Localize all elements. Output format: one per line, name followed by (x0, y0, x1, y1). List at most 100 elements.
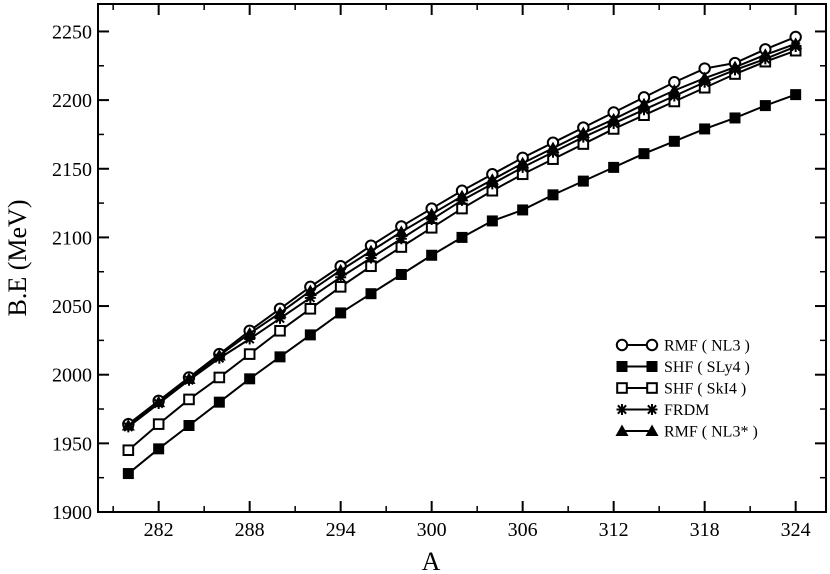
data-point (425, 207, 439, 220)
data-point (546, 141, 560, 154)
data-point-shape (546, 141, 560, 154)
data-point-shape (365, 252, 377, 264)
x-tick-label: 306 (508, 519, 538, 541)
data-point-shape (759, 100, 771, 112)
data-point (244, 333, 256, 345)
legend-marker-shape (616, 382, 628, 394)
data-point-shape (395, 233, 407, 245)
data-point-shape (213, 396, 225, 408)
data-point-shape (152, 395, 166, 408)
legend-marker-shape (645, 338, 659, 352)
data-point-shape (153, 443, 165, 455)
y-tick-label: 2050 (52, 296, 92, 318)
data-point (456, 231, 468, 243)
data-point-shape (547, 189, 559, 201)
data-point-shape (121, 419, 135, 431)
data-point (517, 204, 529, 216)
data-point (274, 324, 286, 337)
legend-label: SHF ( SLy4 ) (664, 359, 750, 376)
data-point-shape (182, 372, 196, 384)
data-point-shape (243, 327, 257, 339)
data-point-shape (425, 207, 439, 220)
data-point (334, 263, 348, 276)
plot-frame (97, 3, 827, 513)
x-axis-label: A (422, 547, 441, 574)
data-point (213, 396, 225, 408)
data-point-shape (183, 393, 195, 406)
data-point-shape (213, 371, 226, 384)
legend-marker-shape (615, 338, 629, 352)
data-point (516, 156, 530, 169)
data-point-shape (577, 175, 589, 187)
data-point-shape (607, 112, 621, 125)
data-point (699, 123, 711, 135)
data-point (455, 189, 469, 202)
data-point (728, 60, 742, 73)
data-point (607, 112, 621, 125)
legend-marker (616, 382, 628, 394)
data-point-shape (638, 148, 650, 160)
data-point-shape (274, 351, 286, 363)
data-point-shape (729, 112, 741, 124)
data-point-shape (334, 263, 348, 276)
data-point (547, 189, 559, 201)
legend-marker-shape (616, 404, 628, 415)
legend-label: SHF ( SkI4 ) (664, 381, 746, 398)
data-point (182, 372, 196, 384)
data-point (153, 443, 165, 455)
data-point (759, 100, 771, 112)
y-tick-label: 1900 (52, 502, 92, 524)
data-point-shape (517, 204, 529, 216)
series-1 (122, 89, 802, 480)
series-4 (121, 37, 803, 431)
data-point-shape (394, 225, 408, 237)
data-point (304, 292, 316, 304)
legend-marker (645, 424, 659, 436)
data-point-shape (274, 312, 286, 324)
data-point-shape (426, 214, 438, 226)
data-point-shape (698, 71, 712, 84)
data-point-shape (212, 348, 226, 361)
legend-marker (645, 338, 659, 352)
data-point (335, 271, 347, 283)
legend-entry: SHF ( SkI4 ) (616, 381, 746, 398)
data-point (698, 71, 712, 84)
data-point (394, 225, 408, 237)
y-tick-label: 2000 (52, 365, 92, 387)
data-point (152, 395, 166, 408)
y-axis-label: B.E (MeV) (3, 200, 32, 317)
legend-marker (646, 361, 658, 372)
data-point (667, 83, 681, 96)
data-point (668, 135, 680, 147)
data-point (668, 90, 680, 102)
legend-marker-shape (646, 361, 658, 372)
data-point (303, 284, 317, 296)
data-point-shape (456, 231, 468, 243)
data-point-shape (516, 156, 530, 169)
data-point-shape (668, 135, 680, 147)
data-point (577, 175, 589, 187)
data-point (274, 312, 286, 324)
data-point-shape (273, 306, 287, 318)
data-point (426, 214, 438, 226)
legend-label: RMF ( NL3 ) (664, 338, 750, 355)
data-point-shape (576, 126, 590, 139)
legend-entry: RMF ( NL3 ) (615, 338, 750, 355)
data-point (334, 281, 347, 293)
data-point-shape (183, 420, 195, 432)
data-point-shape (303, 284, 317, 296)
data-point (273, 306, 287, 318)
y-tick-label: 2250 (52, 21, 92, 43)
data-point-shape (790, 89, 802, 101)
x-tick-label: 312 (599, 519, 629, 541)
data-point (638, 104, 650, 116)
data-point-shape (334, 281, 347, 293)
data-point-shape (152, 418, 165, 430)
data-point-shape (608, 161, 620, 173)
data-point (729, 112, 741, 124)
data-point (608, 161, 620, 173)
legend-marker (646, 404, 658, 415)
y-tick-label: 2100 (52, 227, 92, 249)
